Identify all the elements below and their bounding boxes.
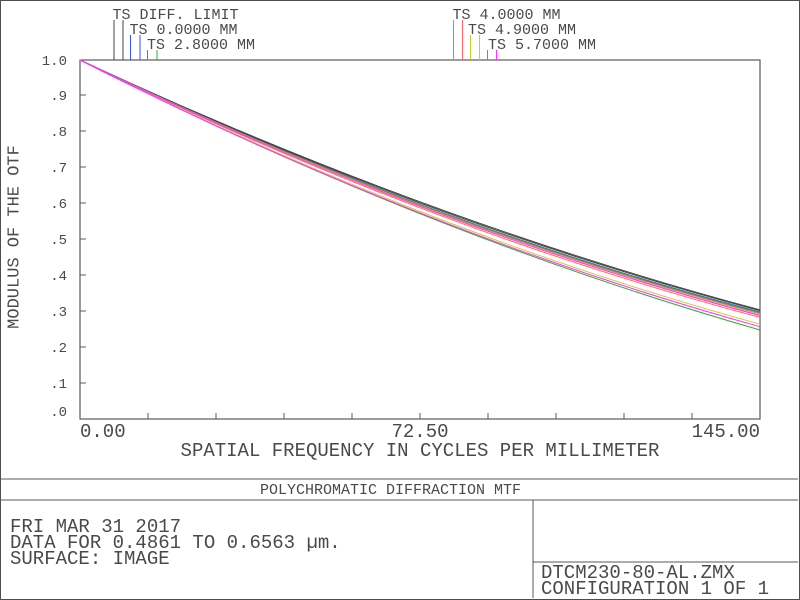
svg-text:SURFACE: IMAGE: SURFACE: IMAGE xyxy=(10,548,170,570)
svg-text:.2: .2 xyxy=(50,341,67,357)
svg-text:POLYCHROMATIC DIFFRACTION MTF: POLYCHROMATIC DIFFRACTION MTF xyxy=(260,482,521,499)
svg-text:CONFIGURATION 1 OF 1: CONFIGURATION 1 OF 1 xyxy=(541,578,769,600)
svg-text:.3: .3 xyxy=(50,305,67,321)
svg-text:0.00: 0.00 xyxy=(80,421,126,443)
svg-text:.6: .6 xyxy=(50,197,67,213)
svg-text:.4: .4 xyxy=(50,269,67,285)
svg-text:TS 2.8000 MM: TS 2.8000 MM xyxy=(147,37,255,54)
svg-text:1.0: 1.0 xyxy=(42,54,67,70)
svg-text:.9: .9 xyxy=(50,89,67,105)
svg-text:SPATIAL FREQUENCY IN CYCLES PE: SPATIAL FREQUENCY IN CYCLES PER MILLIMET… xyxy=(181,440,660,462)
svg-text:.5: .5 xyxy=(50,233,67,249)
svg-text:MODULUS OF THE OTF: MODULUS OF THE OTF xyxy=(6,145,25,329)
svg-text:TS 5.7000 MM: TS 5.7000 MM xyxy=(488,37,596,54)
svg-text:.0: .0 xyxy=(50,405,67,421)
svg-text:.8: .8 xyxy=(50,125,67,141)
svg-text:145.00: 145.00 xyxy=(692,421,760,443)
svg-text:.7: .7 xyxy=(50,161,67,177)
svg-text:.1: .1 xyxy=(50,377,67,393)
